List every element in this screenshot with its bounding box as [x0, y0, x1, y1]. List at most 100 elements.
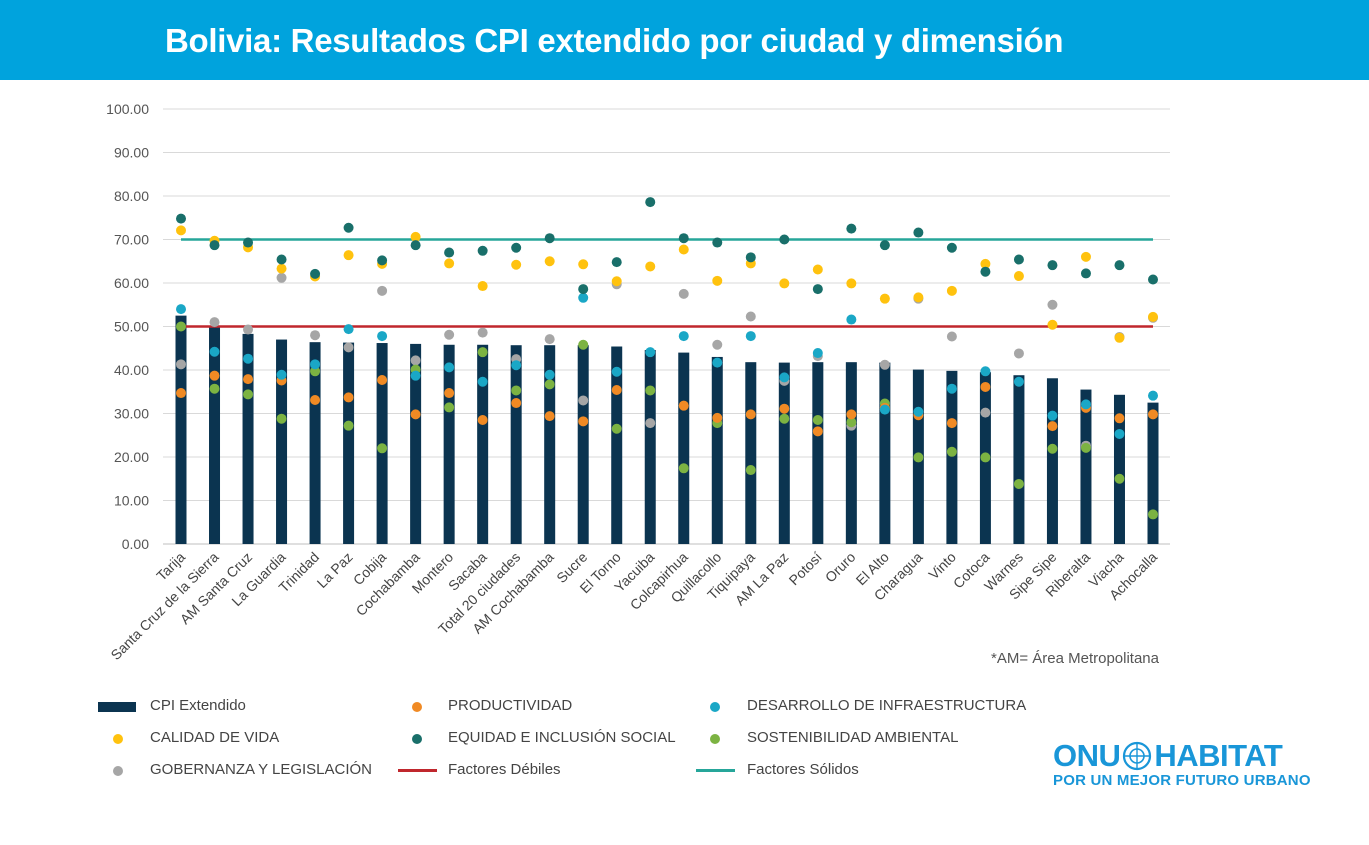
- data-point: [645, 197, 656, 208]
- data-point: [343, 222, 354, 233]
- legend-label-gobernanza: GOBERNANZA Y LEGISLACIÓN: [150, 761, 373, 778]
- data-point: [779, 234, 790, 245]
- legend-dot-sostenibilidad: [710, 734, 720, 744]
- data-point: [946, 331, 957, 342]
- bar: [309, 342, 321, 544]
- data-point: [444, 362, 455, 373]
- bar: [1113, 394, 1125, 544]
- data-point: [1013, 348, 1024, 359]
- data-point: [913, 452, 924, 463]
- bar: [745, 362, 757, 544]
- bar: [1046, 378, 1058, 544]
- legend-label-sostenibilidad: SOSTENIBILIDAD AMBIENTAL: [747, 729, 959, 746]
- data-point: [578, 259, 589, 270]
- data-point: [511, 385, 522, 396]
- legend-label-infraestructura: DESARROLLO DE INFRAESTRUCTURA: [747, 697, 1027, 714]
- data-point: [913, 227, 924, 238]
- data-point: [779, 372, 790, 383]
- data-point: [1080, 442, 1091, 453]
- data-point: [645, 418, 656, 429]
- data-point: [611, 366, 622, 377]
- data-point: [980, 266, 991, 277]
- un-habitat-logo: ONU HABITAT POR UN MEJOR FUTURO URBANO: [1053, 738, 1311, 789]
- data-point: [1148, 311, 1158, 322]
- title-banner: Bolivia: Resultados CPI extendido por ci…: [0, 0, 1369, 80]
- data-point: [812, 284, 823, 295]
- data-point: [812, 348, 823, 359]
- y-tick-label: 60.00: [114, 275, 149, 291]
- data-point: [1047, 299, 1058, 310]
- data-point: [310, 359, 321, 370]
- data-point: [779, 413, 790, 424]
- data-point: [678, 288, 689, 299]
- data-point: [712, 357, 723, 368]
- y-tick-label: 20.00: [114, 449, 149, 465]
- data-point: [477, 376, 488, 387]
- data-point: [1047, 319, 1058, 330]
- data-point: [611, 257, 622, 268]
- data-point: [1114, 260, 1125, 271]
- data-point: [879, 359, 890, 370]
- data-point: [176, 225, 186, 236]
- data-point: [444, 402, 455, 413]
- data-point: [343, 342, 354, 353]
- y-tick-label: 100.00: [106, 101, 149, 117]
- data-point: [477, 415, 488, 426]
- data-point: [946, 418, 957, 429]
- data-point: [477, 245, 488, 256]
- data-point: [578, 395, 589, 406]
- data-point: [243, 389, 254, 400]
- y-tick-label: 0.00: [122, 536, 149, 552]
- data-point: [678, 400, 689, 411]
- data-point: [946, 446, 957, 457]
- data-point: [712, 412, 723, 423]
- data-point: [812, 426, 823, 437]
- legend-label-productividad: PRODUCTIVIDAD: [448, 697, 573, 714]
- data-point: [678, 331, 689, 342]
- data-point: [578, 292, 589, 303]
- data-point: [1114, 428, 1125, 439]
- logo-tagline: POR UN MEJOR FUTURO URBANO: [1053, 772, 1311, 789]
- data-point: [1047, 260, 1058, 271]
- legend-dot-calidad: [113, 734, 123, 744]
- data-point: [1148, 409, 1158, 420]
- data-point: [276, 263, 287, 274]
- data-point: [712, 237, 723, 248]
- data-point: [377, 255, 388, 266]
- data-point: [544, 334, 555, 345]
- dots: [176, 197, 1158, 520]
- data-point: [1013, 376, 1024, 387]
- data-point: [377, 285, 388, 296]
- data-point: [477, 281, 488, 292]
- y-axis-ticks: 0.00 10.00 20.00 30.00 40.00 50.00 60.00 70.00 8…: [106, 101, 149, 552]
- data-point: [544, 256, 555, 267]
- data-point: [611, 423, 622, 434]
- bar: [879, 362, 891, 544]
- data-point: [410, 409, 421, 420]
- y-tick-label: 10.00: [114, 493, 149, 509]
- data-point: [578, 339, 589, 350]
- y-tick-label: 80.00: [114, 188, 149, 204]
- data-point: [544, 379, 555, 390]
- data-point: [410, 231, 421, 242]
- bar: [477, 344, 489, 544]
- bar: [510, 345, 522, 544]
- data-point: [410, 370, 421, 381]
- y-tick-label: 90.00: [114, 145, 149, 161]
- data-point: [477, 327, 488, 338]
- legend-dot-gobernanza: [113, 766, 123, 776]
- data-point: [1148, 390, 1158, 401]
- data-point: [176, 321, 186, 332]
- data-point: [511, 259, 522, 270]
- data-point: [310, 330, 321, 341]
- data-point: [209, 346, 220, 357]
- footnote: *AM= Área Metropolitana: [990, 650, 1159, 667]
- data-point: [1114, 332, 1125, 343]
- data-point: [980, 366, 991, 377]
- bar: [242, 333, 254, 544]
- bar: [410, 343, 422, 544]
- data-point: [343, 392, 354, 403]
- data-point: [444, 258, 455, 269]
- data-point: [176, 304, 186, 315]
- data-point: [1013, 254, 1024, 265]
